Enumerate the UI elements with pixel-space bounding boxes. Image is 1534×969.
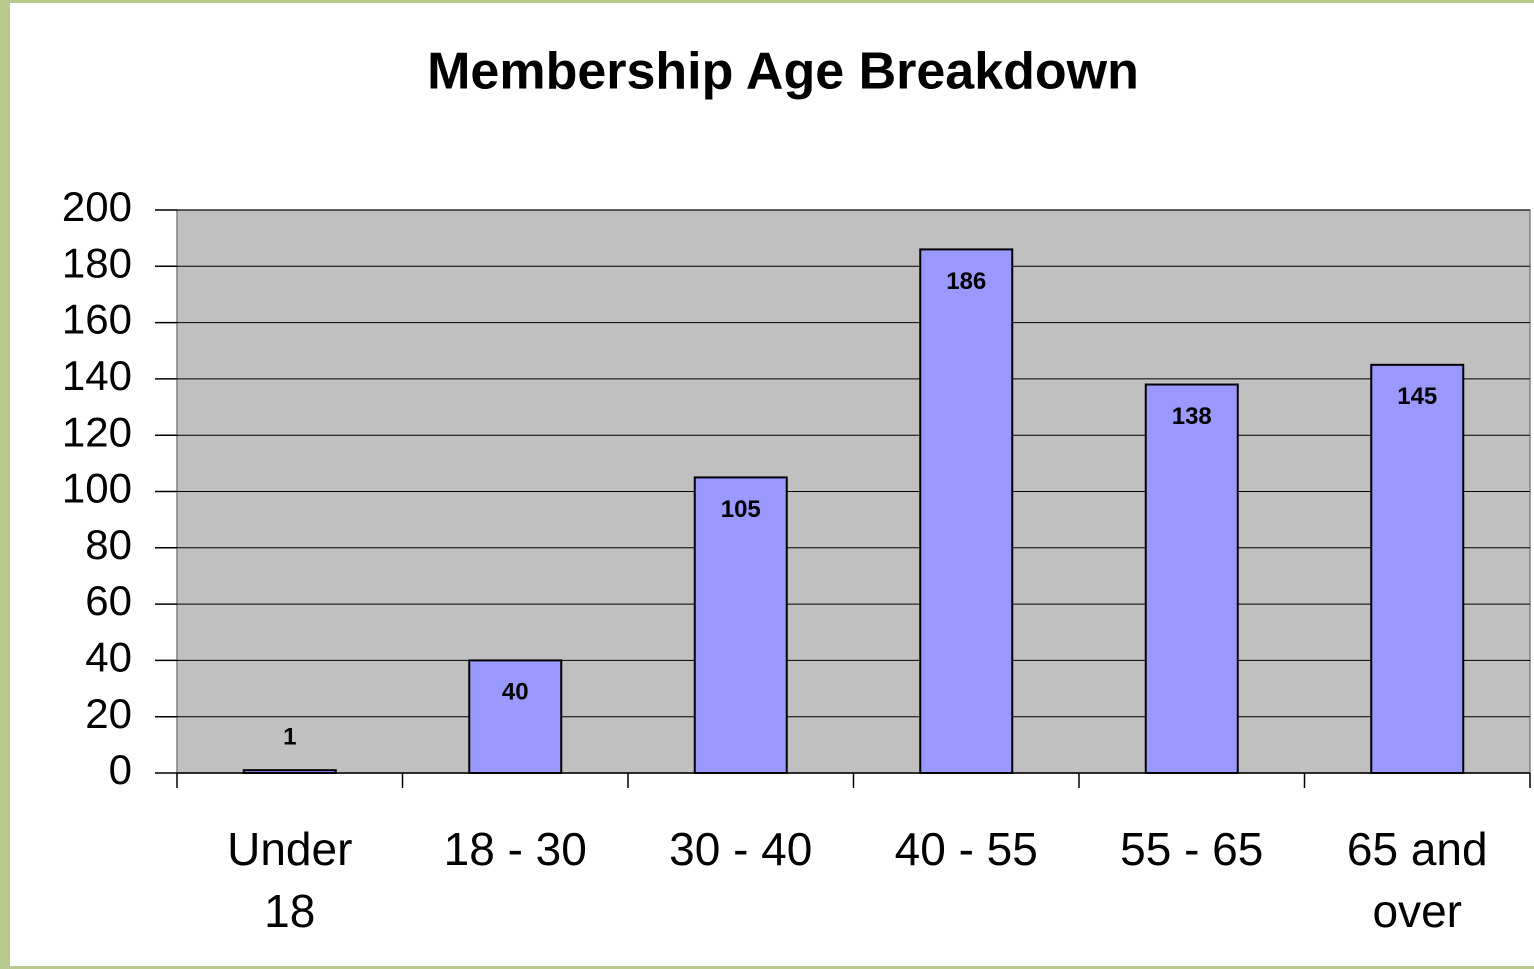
bar [242, 769, 337, 774]
y-tick-label: 60 [85, 577, 132, 624]
x-tick-label: 40 - 55 [894, 823, 1038, 875]
chart-title: Membership Age Breakdown [427, 43, 1139, 101]
y-tick-label: 200 [62, 183, 132, 230]
x-tick-label: Under 18 [227, 823, 353, 937]
bar [1370, 363, 1465, 774]
y-tick-label: 20 [85, 690, 132, 737]
data-label: 138 [1172, 403, 1212, 430]
data-label: 105 [721, 496, 761, 523]
x-tick-label: 18 - 30 [443, 823, 587, 875]
bar [468, 659, 563, 775]
y-tick-label: 140 [62, 352, 132, 399]
y-tick-label: 160 [62, 296, 132, 343]
x-tick-label: 55 - 65 [1120, 823, 1264, 875]
bar [693, 476, 788, 774]
data-label: 186 [946, 268, 986, 295]
x-tick-label: 30 - 40 [669, 823, 813, 875]
y-tick-label: 80 [85, 521, 132, 568]
y-tick-label: 180 [62, 239, 132, 286]
y-tick-label: 0 [109, 746, 132, 793]
x-tick-label: 65 and over [1346, 823, 1488, 937]
y-tick-label: 40 [85, 633, 132, 680]
y-tick-label: 100 [62, 465, 132, 512]
bar [919, 248, 1014, 775]
bar [1144, 383, 1239, 774]
data-label: 145 [1397, 383, 1437, 410]
y-tick-label: 120 [62, 408, 132, 455]
data-label: 1 [283, 724, 296, 751]
data-label: 40 [502, 679, 529, 706]
